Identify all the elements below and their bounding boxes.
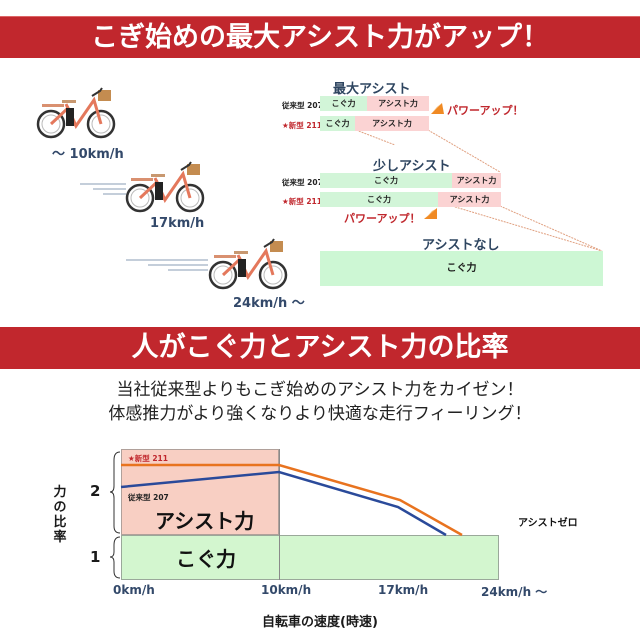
subtitle-line-1: 当社従来型よりもこぎ始めのアシスト力をカイゼン！ — [116, 380, 524, 400]
assist-bar: アシスト力 — [367, 96, 429, 111]
assist-bar: アシスト力 — [438, 192, 501, 207]
row-label-new-model: ★新型 211 — [282, 121, 322, 130]
row-label-new-model: ★新型 211 — [282, 197, 322, 206]
pedal-region — [121, 535, 499, 580]
bicycle-icon — [208, 238, 288, 290]
top-banner-title: こぎ始めの最大アシスト力がアップ！ — [0, 16, 640, 58]
section-title-no-assist: アシストなし — [422, 238, 500, 253]
y-tick-1: 1 — [90, 548, 101, 566]
chart-pedal-area-label: こぐ力 — [176, 547, 236, 571]
speed-label-slow: ～ 10km/h — [52, 147, 124, 162]
speed-lines-icon — [80, 183, 126, 195]
pedal-bar-full: こぐ力 — [320, 251, 603, 286]
pedal-bar: こぐ力 — [320, 192, 438, 207]
pedal-bar: こぐ力 — [320, 173, 452, 188]
section-title-little-assist: 少しアシスト — [373, 159, 451, 174]
section-title-max-assist: 最大アシスト — [333, 82, 411, 97]
subtitle-line-2: 体感推力がより強くなりより快適な走行フィーリング！ — [108, 404, 532, 424]
x-tick-10: 10km/h — [261, 583, 312, 597]
chart-assist-area-label: アシスト力 — [155, 509, 255, 533]
bike-image-slow — [36, 86, 120, 142]
y-axis-label: 力の比率 — [53, 485, 67, 545]
speed-label-fast: 24km/h ～ — [233, 296, 305, 311]
powerup-label: パワーアップ！ — [447, 104, 524, 117]
speed-label-medium: 17km/h — [150, 216, 205, 231]
assist-bar: アシスト力 — [355, 116, 429, 131]
assist-bar: アシスト力 — [452, 173, 501, 188]
chart-series-new-label: ★新型 211 — [128, 454, 168, 463]
speed-lines-icon — [126, 259, 208, 271]
chart-divider-10kmh — [279, 449, 280, 580]
middle-banner-title: 人がこぐ力とアシスト力の比率 — [0, 327, 640, 369]
x-tick-24: 24km/h ～ — [481, 585, 548, 599]
powerup-label: パワーアップ！ — [344, 212, 421, 225]
chart-assist-zero-label: アシストゼロ — [518, 518, 578, 529]
chart-series-old-label: 従来型 207 — [128, 493, 169, 502]
powerup-arrow-icon — [431, 103, 444, 114]
row-label-old-model: 従来型 207 — [282, 178, 323, 187]
bike-image-fast — [208, 237, 292, 293]
pedal-bar: こぐ力 — [320, 96, 367, 111]
x-axis-label: 自転車の速度(時速) — [262, 615, 378, 630]
powerup-arrow-icon — [424, 208, 437, 219]
y-tick-2: 2 — [90, 482, 101, 500]
row-label-old-model: 従来型 207 — [282, 101, 323, 110]
bicycle-icon — [36, 87, 116, 139]
x-tick-0: 0km/h — [113, 583, 155, 597]
bike-image-medium — [125, 160, 209, 216]
bicycle-icon — [125, 161, 205, 213]
pedal-bar: こぐ力 — [320, 116, 355, 131]
x-tick-17: 17km/h — [378, 583, 429, 597]
